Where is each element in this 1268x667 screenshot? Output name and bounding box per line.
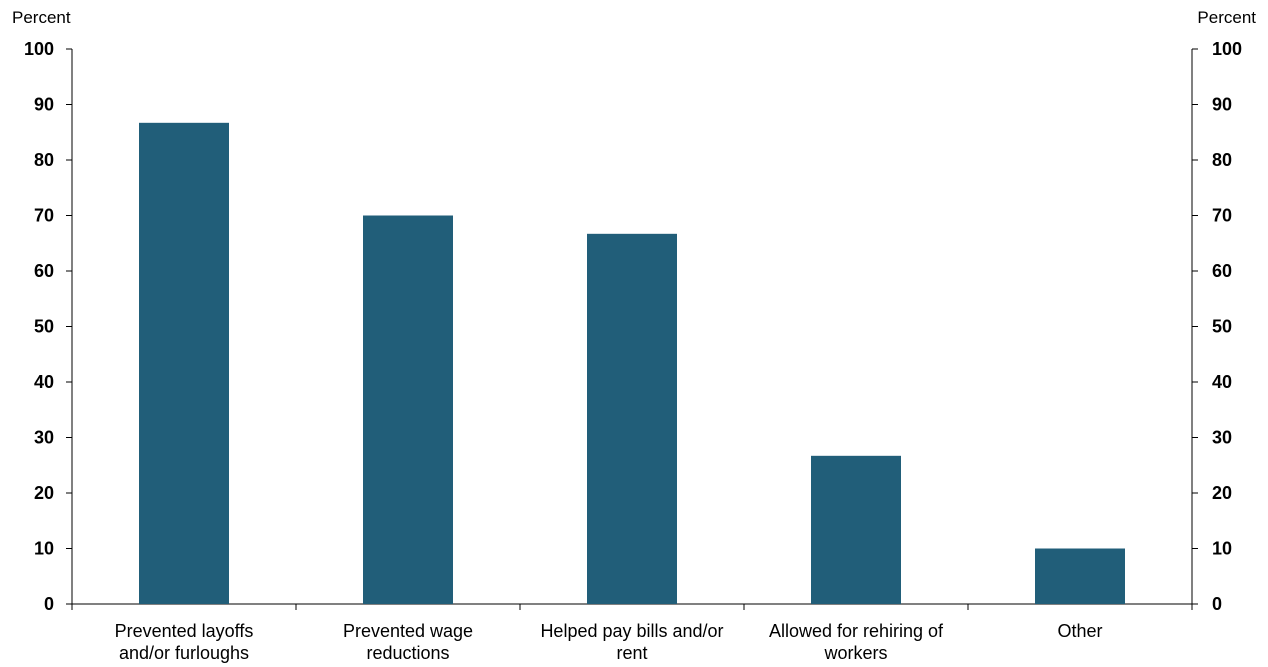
right-axis-unit-label: Percent [1197,8,1256,27]
x-category-label: Allowed for rehiring of workers [769,621,944,663]
right-y-tick-label: 100 [1212,39,1242,59]
right-y-tick-label: 20 [1212,483,1232,503]
x-category-label-line: Other [1057,621,1102,641]
bars-layer [139,122,1125,604]
right-y-tick-label: 60 [1212,261,1232,281]
right-y-tick-label: 30 [1212,428,1232,448]
right-y-tick-label: 0 [1212,594,1222,614]
left-y-tick-label: 80 [34,150,54,170]
x-category-label-line: workers [823,643,887,663]
left-y-tick-label: 50 [34,317,54,337]
x-category-label-line: Allowed for rehiring of [769,621,944,641]
right-y-tick-label: 10 [1212,539,1232,559]
x-category-label: Helped pay bills and/or rent [540,621,723,663]
x-category-label: Prevented wage reductions [343,621,473,663]
left-y-tick-label: 40 [34,372,54,392]
left-y-tick-label: 0 [44,594,54,614]
left-y-tick-label: 60 [34,261,54,281]
x-category-label: Other [1057,621,1102,641]
bar [811,455,901,604]
bar [587,233,677,604]
left-y-tick-label: 10 [34,539,54,559]
left-y-tick-label: 20 [34,483,54,503]
x-category-label-line: Helped pay bills and/or [540,621,723,641]
labels-layer: Percent Percent 0 0 10 10 20 20 30 30 40 40 50 50 60 60… [12,8,1256,663]
right-y-tick-label: 80 [1212,150,1232,170]
left-y-tick-label: 90 [34,95,54,115]
x-category-label: Prevented layoffs and/or furloughs [115,621,254,663]
bar [139,122,229,604]
left-axis-unit-label: Percent [12,8,71,27]
left-y-tick-label: 70 [34,206,54,226]
right-y-tick-label: 70 [1212,206,1232,226]
right-y-tick-label: 50 [1212,317,1232,337]
x-category-label-line: Prevented wage [343,621,473,641]
x-category-label-line: reductions [366,643,449,663]
bar [363,215,453,604]
right-y-tick-label: 90 [1212,95,1232,115]
x-category-label-line: rent [616,643,647,663]
x-category-label-line: Prevented layoffs [115,621,254,641]
x-category-label-line: and/or furloughs [119,643,249,663]
left-y-tick-label: 100 [24,39,54,59]
right-y-tick-label: 40 [1212,372,1232,392]
bar [1035,548,1125,604]
left-y-tick-label: 30 [34,428,54,448]
